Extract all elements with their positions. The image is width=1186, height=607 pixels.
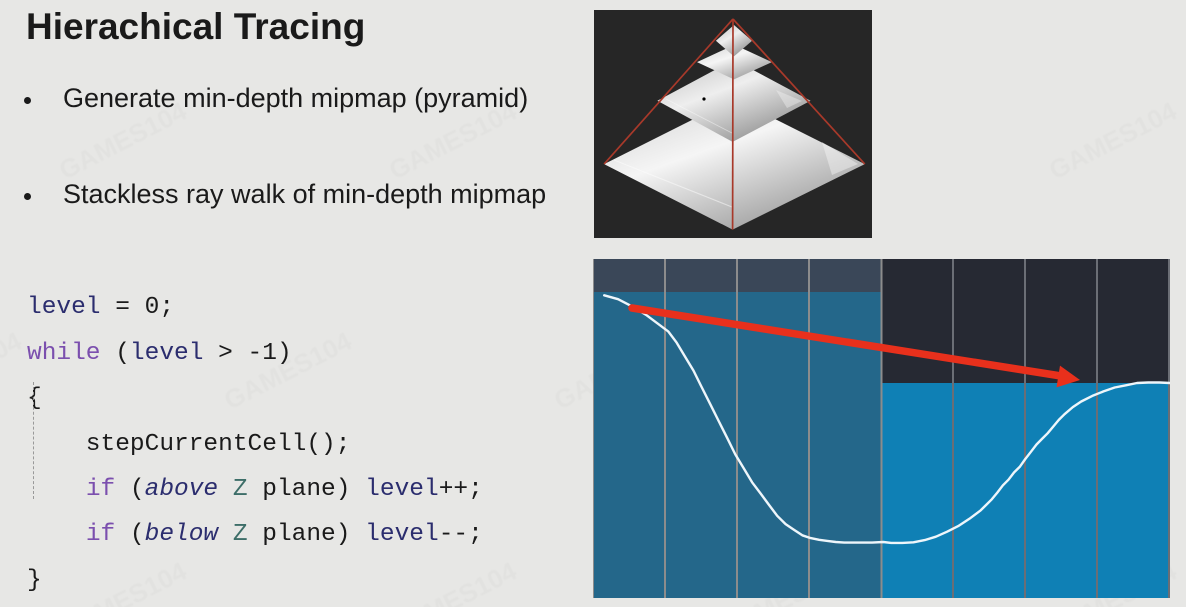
svg-text:GAMES104: GAMES104 [1044, 95, 1182, 185]
svg-text:GAMES104: GAMES104 [0, 325, 27, 415]
